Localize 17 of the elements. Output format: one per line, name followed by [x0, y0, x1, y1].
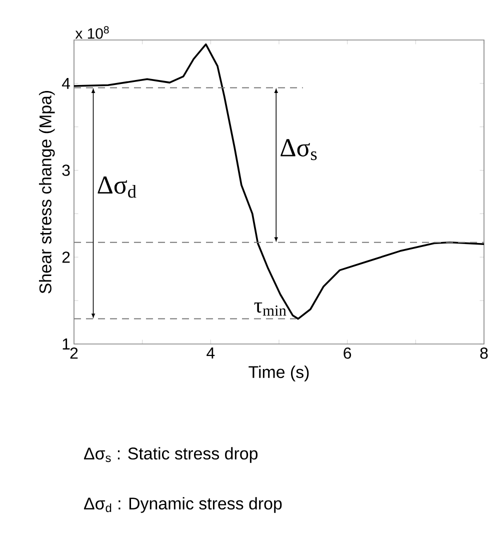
y-axis-title: Shear stress change (Mpa)	[38, 90, 55, 294]
x-tick-label: 8	[480, 348, 488, 359]
y-tick-label: 3	[62, 164, 70, 176]
x-tick-label: 6	[344, 348, 352, 359]
annotation: Δσ$_{d}$	[98, 176, 136, 198]
text: x 10$^{8}$	[75, 26, 109, 39]
x-tick-label: 2	[70, 348, 78, 359]
x-axis-title: Time (s)	[248, 366, 309, 382]
line-series	[73, 43, 485, 320]
text: Δσ$_{s}$ : Static stress drop	[84, 447, 258, 463]
y-tick-label: 4	[62, 78, 70, 89]
y-tick-label: 1	[62, 338, 70, 350]
annotation: Δσ$_{s}$	[280, 139, 317, 160]
x-tick-label: 4	[206, 348, 215, 358]
text: Δσ$_{d}$ : Dynamic stress drop	[84, 497, 282, 513]
annotation: τ$_{min}$	[254, 302, 286, 316]
y-tick-label: 2	[62, 252, 70, 263]
